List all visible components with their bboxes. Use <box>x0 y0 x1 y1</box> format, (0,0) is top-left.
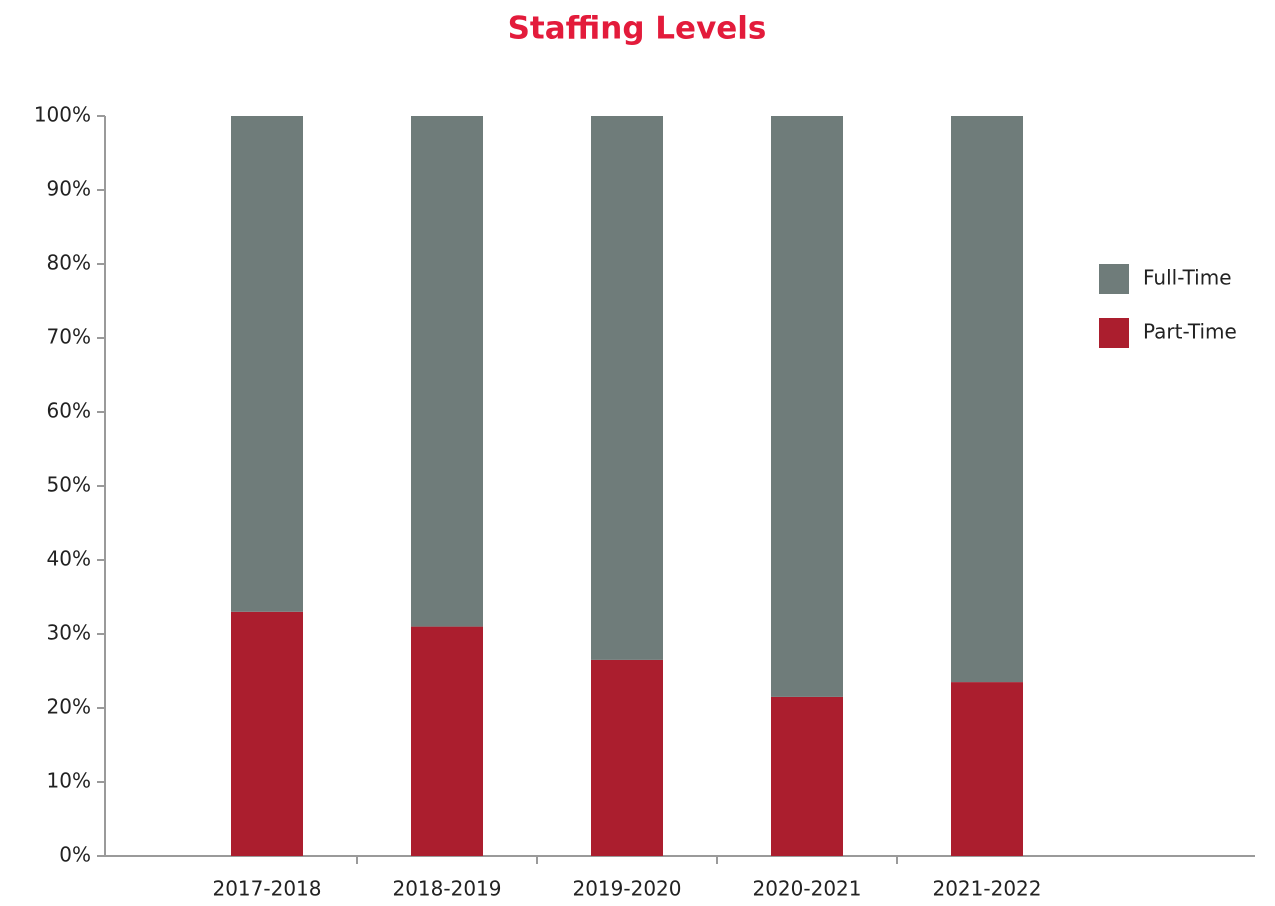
y-tick-label: 90% <box>47 177 91 201</box>
y-tick-label: 50% <box>47 473 91 497</box>
legend-swatch <box>1099 318 1129 348</box>
bar-segment <box>951 682 1023 856</box>
chart-title: Staffing Levels <box>508 11 767 47</box>
bar-segment <box>411 626 483 856</box>
legend-swatch <box>1099 264 1129 294</box>
legend-label: Part-Time <box>1143 320 1237 344</box>
bar-segment <box>591 116 663 660</box>
bar-segment <box>231 611 303 856</box>
y-tick-label: 60% <box>47 399 91 423</box>
y-tick-label: 30% <box>47 621 91 645</box>
y-tick-label: 10% <box>47 769 91 793</box>
y-tick-label: 0% <box>59 843 91 867</box>
bar-segment <box>231 116 303 612</box>
x-tick-label: 2021-2022 <box>932 877 1041 901</box>
legend-label: Full-Time <box>1143 266 1232 290</box>
bar-segment <box>411 116 483 627</box>
x-tick-label: 2020-2021 <box>752 877 861 901</box>
bar-segment <box>771 116 843 697</box>
y-tick-label: 40% <box>47 547 91 571</box>
bar-segment <box>591 659 663 856</box>
x-tick-label: 2018-2019 <box>392 877 501 901</box>
bar-segment <box>771 696 843 856</box>
bar-segment <box>951 116 1023 683</box>
x-tick-label: 2019-2020 <box>572 877 681 901</box>
y-tick-label: 20% <box>47 695 91 719</box>
y-tick-label: 80% <box>47 251 91 275</box>
y-tick-label: 70% <box>47 325 91 349</box>
x-tick-label: 2017-2018 <box>212 877 321 901</box>
y-tick-label: 100% <box>34 103 91 127</box>
